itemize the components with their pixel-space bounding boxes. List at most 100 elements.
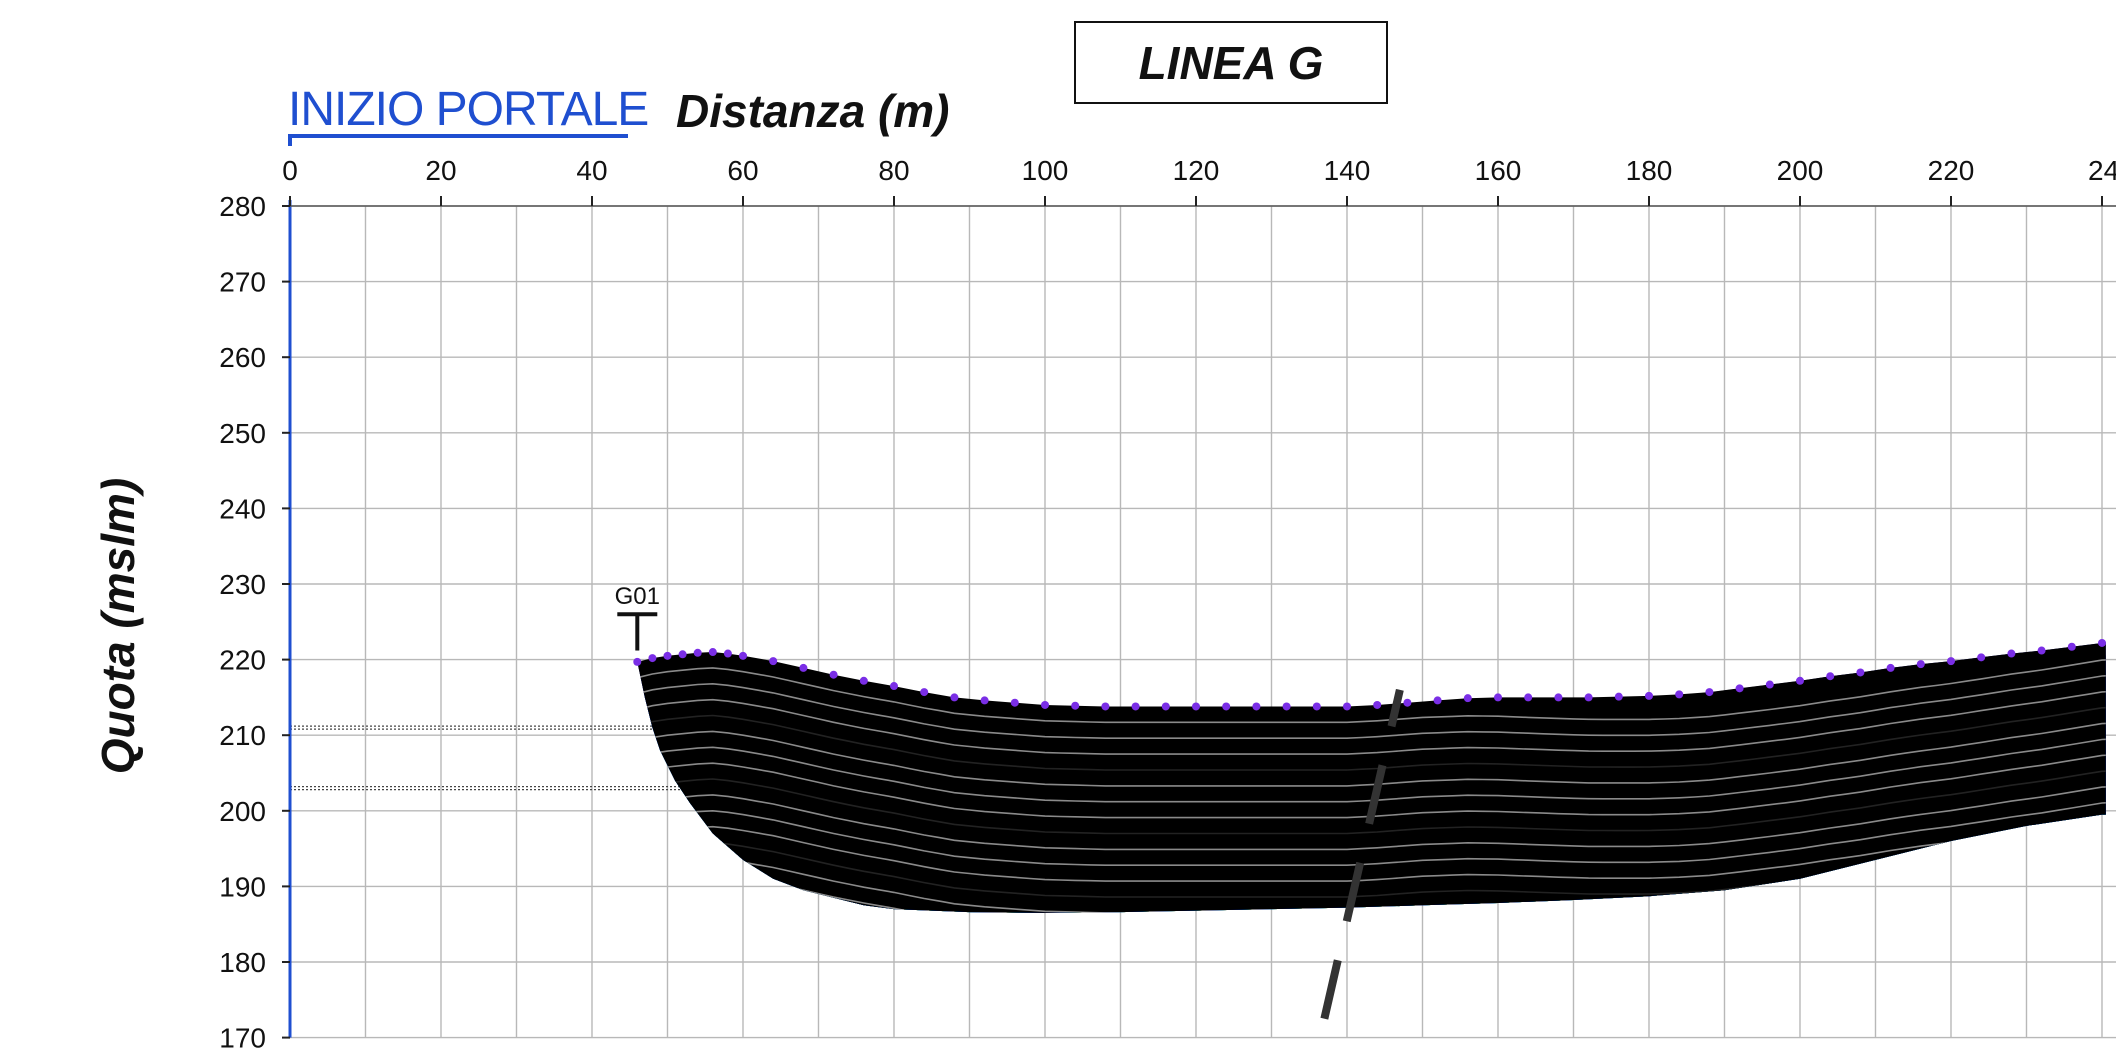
topography-point [1826, 672, 1835, 681]
grid [289, 205, 2116, 1039]
topography-point [2007, 649, 2016, 658]
topography-point [1856, 668, 1865, 677]
topography-point [1343, 702, 1351, 711]
topography-point [829, 670, 838, 679]
x-tick-label: 20 [425, 155, 456, 186]
topography-point [739, 651, 747, 660]
topography-point [1494, 693, 1502, 702]
topography-point [1675, 690, 1684, 699]
resistivity-section [637, 642, 2106, 913]
topography-point [1735, 684, 1744, 693]
contour-line [637, 674, 2106, 739]
contour-line [637, 896, 2106, 913]
topography-point [678, 650, 687, 659]
y-tick-label: 250 [219, 418, 266, 449]
topography-point [723, 649, 732, 658]
topography-point [1373, 700, 1382, 709]
x-tick-label: 220 [1928, 155, 1975, 186]
topography-point [1101, 702, 1110, 711]
topography-point [859, 676, 868, 685]
y-tick-label: 280 [219, 191, 266, 222]
section-fill [637, 642, 2106, 913]
contour-line [637, 690, 2106, 755]
markers: G01 [615, 583, 2106, 1020]
start-portal-underline [288, 134, 628, 138]
topography-point [2098, 638, 2106, 647]
y-tick-label: 270 [219, 267, 266, 298]
y-tick-label: 240 [219, 493, 266, 524]
topography-point [799, 663, 808, 672]
contour-line [637, 738, 2106, 803]
topography-point [920, 688, 929, 697]
contour-line [637, 706, 2106, 771]
contour-line [637, 785, 2106, 851]
x-tick-label: 200 [1777, 155, 1824, 186]
topography-point [663, 651, 672, 660]
topography-point [1192, 702, 1200, 711]
start-portal-tick [288, 134, 292, 146]
y-tick-label: 180 [219, 947, 266, 978]
x-tick-label: 80 [878, 155, 909, 186]
topography-point [633, 657, 642, 666]
contour-line [637, 722, 2106, 787]
y-tick-label: 230 [219, 569, 266, 600]
topography-point [1524, 693, 1533, 702]
axes: 0 20 40 60 80 100 120 140 160 180 200 220 24 280 270 26… [219, 155, 2116, 1052]
topography-point [1161, 702, 1170, 711]
topography-point [1252, 702, 1261, 711]
topography-point [1916, 660, 1925, 669]
x-tick-label: 140 [1324, 155, 1371, 186]
topography-point [1131, 702, 1140, 711]
topography-point [1584, 693, 1593, 702]
x-tick-label: 60 [727, 155, 758, 186]
contour-line [637, 769, 2106, 835]
topography-point [950, 693, 959, 702]
borehole-label: G01 [615, 583, 660, 610]
topography-point [708, 648, 717, 657]
topography-point [1977, 653, 1986, 662]
topography-point [1614, 692, 1623, 701]
topography-point [648, 654, 657, 663]
topography-point [2037, 646, 2046, 655]
x-tick-label: 100 [1022, 155, 1069, 186]
topography-point [1222, 702, 1231, 711]
topography-point [1312, 702, 1321, 711]
topography-point [890, 682, 898, 691]
y-tick-label: 220 [219, 645, 266, 676]
y-tick-label: 170 [219, 1023, 266, 1052]
topography-point [2067, 642, 2076, 651]
contour-line [637, 817, 2106, 882]
color-band [637, 642, 2106, 913]
chart-title: LINEA G [1074, 21, 1388, 104]
x-tick-label: 180 [1626, 155, 1673, 186]
start-portal-label: INIZIO PORTALE [288, 83, 649, 136]
topography-point [769, 657, 778, 666]
x-axis-label: Distanza (m) [676, 85, 950, 137]
y-tick-label: 210 [219, 720, 266, 751]
contour-line [637, 801, 2106, 866]
y-tick-label: 200 [219, 796, 266, 827]
topography-point [1041, 700, 1049, 709]
topography-point [1947, 657, 1955, 666]
x-tick-label: 24 [2088, 155, 2116, 186]
contour-line [637, 658, 2106, 724]
topography-point [1765, 680, 1774, 689]
topography-point [1645, 691, 1653, 700]
topography-point [980, 696, 989, 705]
topography-point [693, 648, 702, 657]
topography-point [1433, 696, 1442, 705]
x-tick-label: 120 [1173, 155, 1220, 186]
topography-point [1463, 694, 1472, 703]
topography-point [1554, 693, 1563, 702]
topography-point [1071, 701, 1080, 710]
topography-point [1282, 702, 1291, 711]
fault-line [1320, 688, 1404, 1020]
topography-point [1403, 698, 1412, 707]
topography-point [1886, 663, 1895, 672]
topography-point [1010, 698, 1019, 707]
topography-point [1796, 676, 1804, 685]
y-tick-label: 260 [219, 342, 266, 373]
x-tick-label: 40 [576, 155, 607, 186]
x-tick-label: 160 [1475, 155, 1522, 186]
